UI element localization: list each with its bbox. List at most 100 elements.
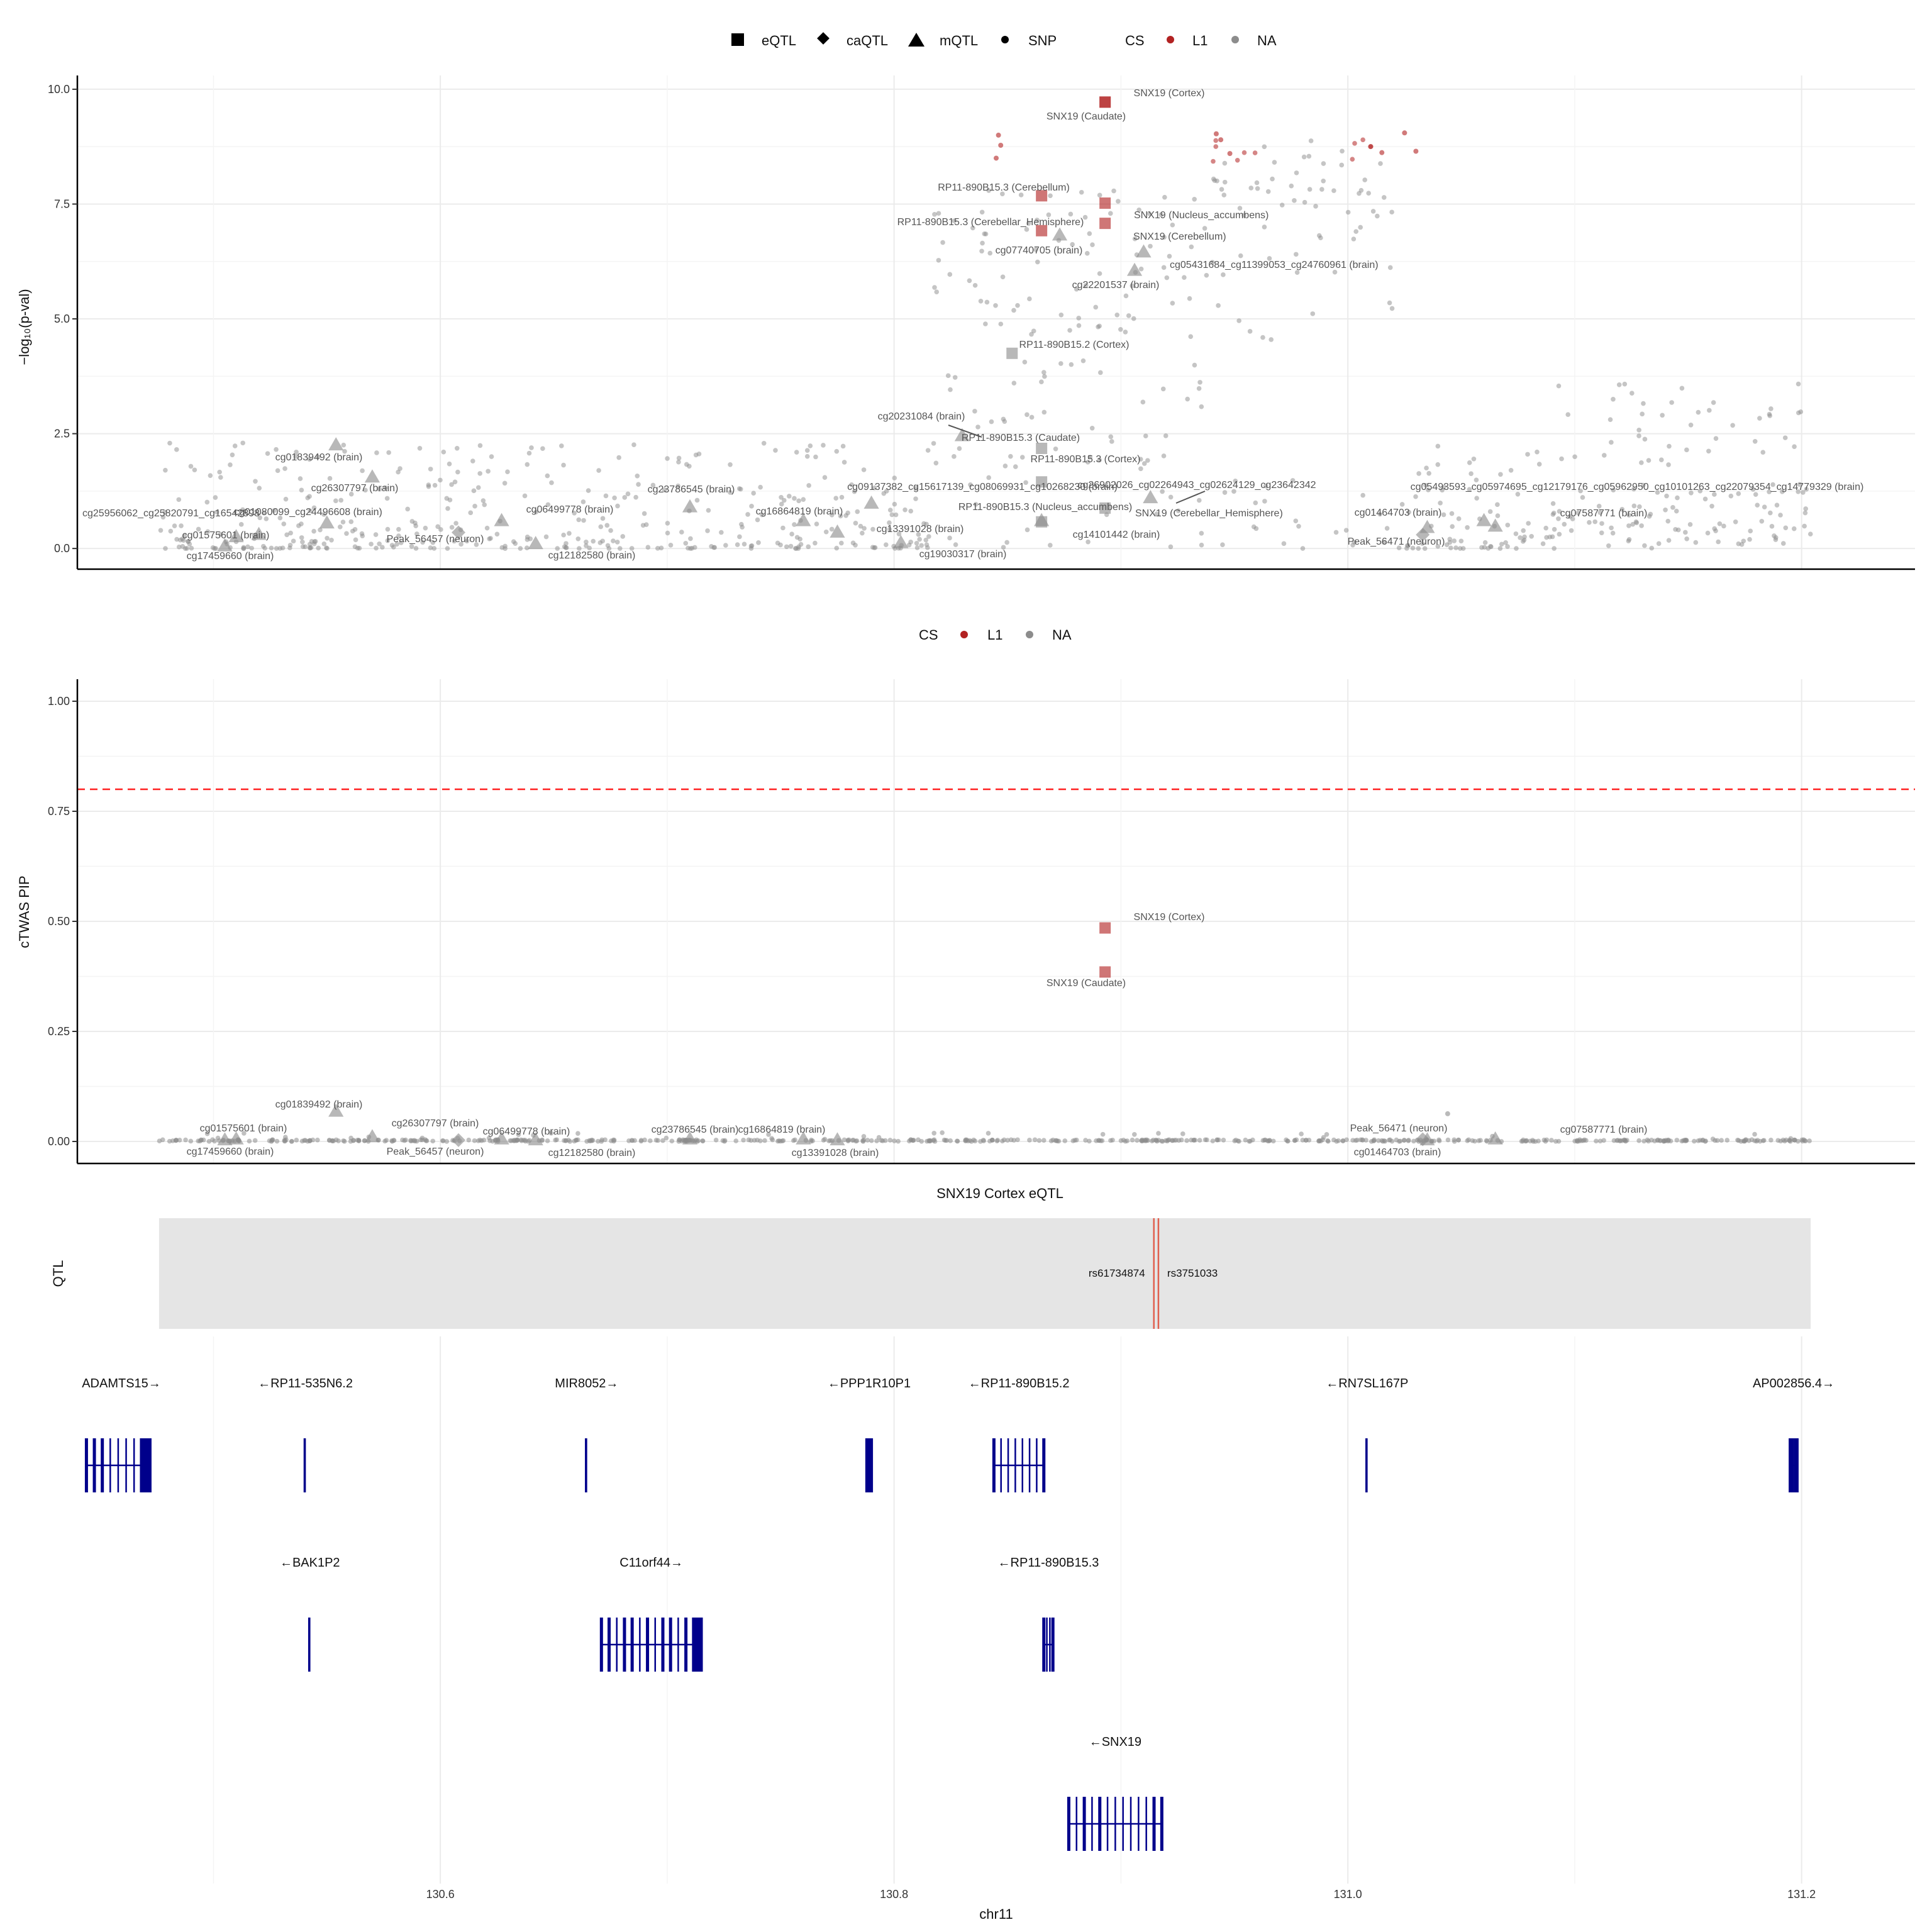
background-snp-point — [985, 1131, 991, 1136]
point-label: cg23786545 (brain) — [652, 1124, 739, 1135]
legend-cs-l1-label: L1 — [1192, 33, 1208, 48]
background-snp-point — [940, 1130, 945, 1135]
background-snp-point — [872, 545, 878, 550]
background-snp-point — [174, 447, 179, 452]
background-snp-point — [1189, 1137, 1194, 1143]
background-snp-point — [796, 498, 801, 504]
background-snp-point — [389, 543, 395, 548]
background-snp-point — [952, 218, 957, 224]
legend-mid-na-label: NA — [1052, 627, 1072, 643]
background-snp-point — [806, 483, 811, 488]
background-snp-point — [374, 450, 379, 455]
background-snp-point — [1170, 222, 1175, 228]
point-label: RP11-890B15.3 (Cortex) — [1031, 454, 1141, 465]
background-snp-point — [321, 541, 327, 547]
background-snp-point — [1448, 545, 1453, 551]
background-snp-point — [1467, 487, 1472, 492]
background-snp-point — [383, 485, 388, 491]
background-snp-point — [1796, 410, 1801, 416]
background-snp-point — [1270, 176, 1275, 182]
background-snp-point — [1540, 541, 1546, 547]
background-snp-point — [1626, 523, 1631, 528]
point-label: cg01080099_cg24496608 (brain) — [234, 507, 382, 518]
background-snp-point — [668, 543, 674, 548]
x-tick-label: 131.0 — [1334, 1888, 1362, 1901]
label-leader-line — [948, 425, 982, 438]
background-snp-point — [1002, 464, 1008, 469]
background-snp-point — [947, 272, 953, 277]
background-snp-point — [208, 473, 213, 478]
credible-set-snp-point — [996, 132, 1001, 138]
background-snp-point — [845, 1138, 851, 1143]
gene-exon — [1036, 1438, 1038, 1492]
background-snp-point — [561, 462, 566, 468]
background-snp-point — [766, 1132, 771, 1137]
background-snp-point — [676, 459, 681, 465]
background-snp-point — [1094, 1138, 1099, 1143]
background-snp-point — [1693, 540, 1699, 545]
background-snp-point — [540, 446, 545, 452]
background-snp-point — [1445, 1137, 1451, 1143]
background-snp-point — [813, 540, 818, 546]
background-snp-point — [187, 541, 192, 547]
background-snp-point — [606, 546, 612, 551]
background-snp-point — [884, 542, 889, 547]
background-snp-point — [1352, 540, 1357, 545]
background-snp-point — [1281, 541, 1287, 547]
background-snp-point — [913, 496, 918, 501]
background-snp-point — [567, 1139, 573, 1144]
credible-set-snp-point — [1402, 130, 1407, 136]
background-snp-point — [1138, 457, 1143, 462]
background-snp-point — [978, 298, 984, 304]
background-snp-point — [1211, 158, 1216, 164]
background-snp-point — [733, 1138, 739, 1143]
point-label: cg06499778 (brain) — [483, 1126, 570, 1137]
background-snp-point — [791, 1138, 796, 1143]
background-snp-point — [382, 1138, 387, 1144]
background-snp-point — [1515, 492, 1521, 497]
background-snp-point — [1622, 381, 1628, 387]
background-snp-point — [1597, 1138, 1603, 1144]
background-snp-point — [1241, 150, 1247, 155]
background-snp-point — [823, 529, 829, 535]
background-snp-point — [518, 546, 523, 551]
background-snp-point — [305, 1138, 310, 1144]
background-snp-point — [1426, 470, 1431, 476]
background-snp-point — [1378, 161, 1383, 166]
background-snp-point — [1783, 525, 1789, 531]
background-snp-point — [466, 1137, 472, 1143]
gene-track-grid — [213, 1336, 1802, 1884]
point-label: cg13391028 (brain) — [792, 1148, 879, 1158]
background-snp-point — [1168, 544, 1174, 550]
point-label: cg26307797 (brain) — [392, 1118, 479, 1129]
qtl-y-axis-title: QTL — [50, 1260, 66, 1287]
background-snp-point — [1568, 528, 1574, 533]
labeled-point — [328, 437, 344, 451]
background-snp-point — [348, 1135, 353, 1141]
gene-exon — [1051, 1618, 1055, 1672]
background-snp-point — [658, 545, 664, 551]
labeled-point — [796, 1131, 811, 1145]
x-axis-ticks: 130.6 130.8 131.0 131.2 — [426, 1888, 1816, 1901]
background-snp-point — [980, 240, 985, 246]
background-snp-point — [1529, 533, 1534, 539]
background-snp-point — [892, 1138, 897, 1143]
gene-label: ←PPP1R10P1 — [828, 1377, 911, 1391]
background-snp-point — [1458, 538, 1464, 544]
background-snp-point — [1253, 500, 1258, 506]
gene-exon — [140, 1438, 150, 1492]
labeled-point — [228, 1131, 244, 1145]
background-snp-point — [454, 445, 460, 451]
background-snp-point — [1048, 193, 1053, 199]
background-snp-point — [1162, 194, 1167, 200]
background-snp-point — [611, 1137, 616, 1143]
background-snp-point — [1550, 534, 1555, 540]
background-snp-point — [839, 494, 845, 500]
point-label: Peak_56471 (neuron) — [1350, 1123, 1448, 1134]
background-snp-point — [1456, 1137, 1461, 1143]
background-snp-point — [861, 467, 867, 472]
background-snp-point — [615, 503, 620, 509]
background-snp-point — [182, 533, 187, 538]
background-snp-point — [1381, 195, 1387, 200]
background-snp-point — [1216, 1137, 1221, 1143]
